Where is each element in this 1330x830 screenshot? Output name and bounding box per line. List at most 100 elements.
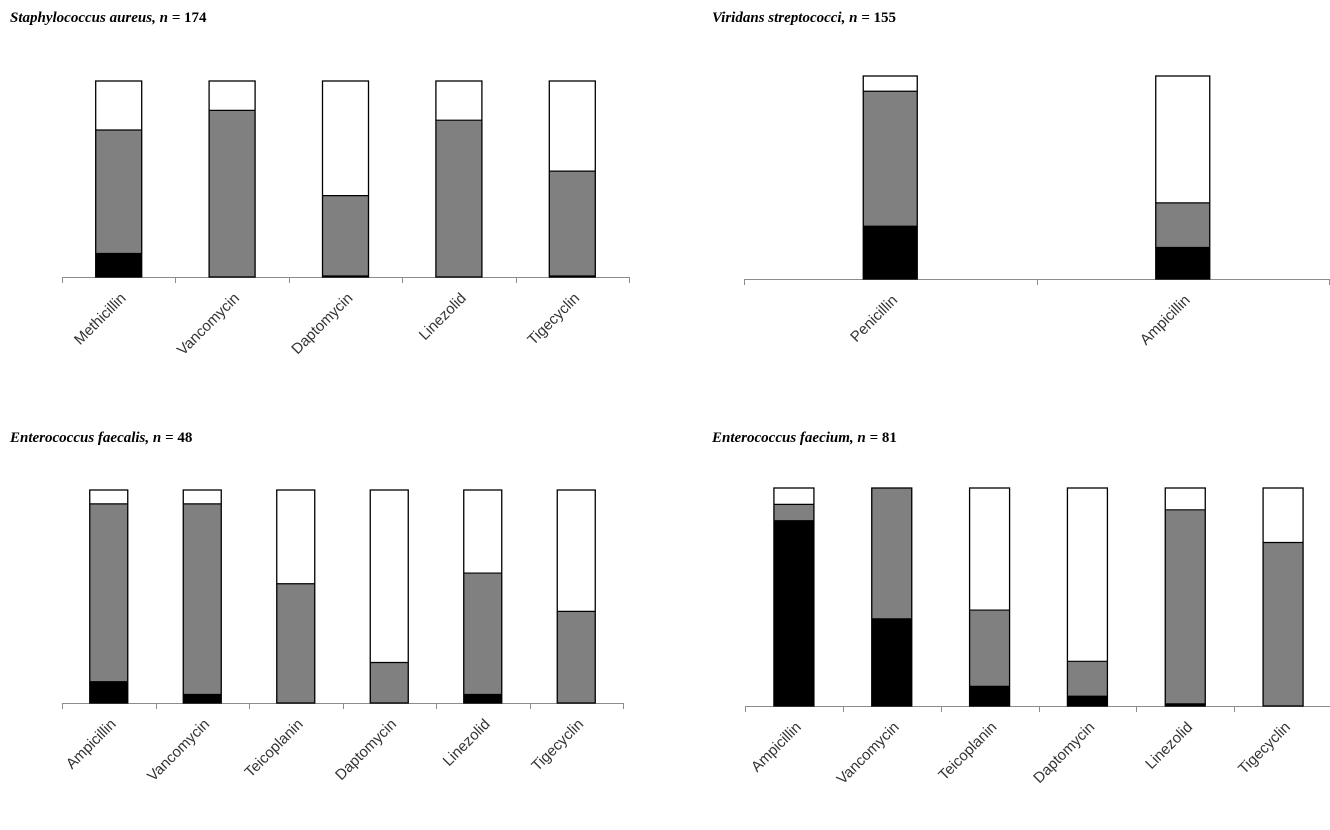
susceptible-segment: [276, 490, 315, 584]
susceptible-segment: [1165, 488, 1206, 510]
intermediate-segment: [773, 504, 814, 521]
susceptible-segment: [557, 490, 596, 612]
chart-title: Enterococcus faecium, n = 81: [712, 430, 897, 446]
bar-vancomycin: [871, 487, 913, 707]
x-tick-label: Tigecyclin: [528, 716, 587, 775]
x-tick-label: Daptomycin: [288, 290, 356, 358]
bar-vancomycin: [208, 80, 256, 278]
intermediate-segment: [549, 171, 596, 277]
susceptible-segment: [863, 76, 918, 92]
bar-outline: [463, 489, 503, 704]
bar-outline: [208, 80, 256, 278]
resistant-segment: [95, 253, 142, 277]
susceptible-segment: [209, 81, 256, 111]
bar-methicillin: [95, 80, 143, 278]
susceptible-segment: [322, 81, 369, 196]
bar-outline: [1262, 487, 1304, 707]
intermediate-segment: [863, 91, 918, 227]
x-tick-label: Ampicillin: [748, 719, 805, 776]
susceptible-segment: [1155, 76, 1210, 203]
intermediate-segment: [322, 195, 369, 277]
resistant-segment: [969, 686, 1010, 706]
x-tick-label: Tigecyclin: [524, 290, 583, 349]
susceptible-segment: [773, 488, 814, 505]
bar-outline: [548, 80, 596, 278]
bar-tigecyclin: [556, 489, 596, 704]
intermediate-segment: [183, 503, 222, 695]
x-tick-label: Daptomycin: [332, 716, 400, 784]
n-symbol: n: [152, 430, 162, 446]
x-tick-label: Teicoplanin: [241, 716, 306, 781]
intermediate-segment: [276, 583, 315, 703]
bar-outline: [1155, 75, 1211, 280]
sample-size: 48: [177, 430, 193, 446]
susceptible-segment: [370, 490, 409, 663]
x-tick-label: Methicillin: [71, 290, 130, 349]
intermediate-segment: [557, 611, 596, 703]
sample-size: 155: [873, 10, 897, 26]
intermediate-segment: [463, 573, 502, 695]
bar-outline: [276, 489, 316, 704]
intermediate-segment: [969, 610, 1010, 687]
susceptible-segment: [1067, 488, 1108, 662]
bar-ampicillin: [1155, 75, 1211, 280]
x-tick-label: Ampicillin: [63, 716, 120, 773]
x-tick-label: Linezolid: [416, 290, 470, 344]
bar-linezolid: [435, 80, 483, 278]
chart-title: Staphylococcus aureus, n = 174: [10, 10, 207, 26]
bar-teicoplanin: [276, 489, 316, 704]
bar-outline: [773, 487, 815, 707]
intermediate-segment: [1165, 509, 1206, 704]
bar-ampicillin: [773, 487, 815, 707]
bar-penicillin: [862, 75, 918, 280]
resistant-segment: [183, 694, 222, 703]
susceptible-segment: [95, 81, 142, 130]
x-tick-label: Teicoplanin: [935, 719, 1000, 784]
x-tick-label: Linezolid: [440, 716, 494, 770]
bar-tigecyclin: [548, 80, 596, 278]
n-symbol: n: [849, 10, 858, 26]
stacked-bar-chart: Ampicillin Vancomycin Teicoplanin Daptomyci…: [745, 487, 1330, 788]
resistant-segment: [463, 694, 502, 703]
resistant-segment: [1155, 247, 1210, 279]
panel-enterococcus-faecium: Enterococcus faecium, n = 81 Ampicillin V…: [712, 430, 1330, 830]
bar-outline: [968, 487, 1011, 707]
bar-vancomycin: [182, 489, 222, 704]
x-tick-label: Daptomycin: [1030, 719, 1098, 787]
x-tick-label: Ampicillin: [1137, 292, 1194, 349]
stacked-bar-chart: Methicillin Vancomycin Daptomycin Linezolid…: [62, 80, 630, 359]
bar-teicoplanin: [968, 487, 1011, 707]
resistant-segment: [863, 226, 918, 279]
chart-title: Viridans streptococci, n = 155: [712, 10, 897, 26]
n-symbol: n: [857, 430, 866, 446]
x-tick-label: Linezolid: [1142, 719, 1196, 773]
x-tick-label: Penicillin: [847, 292, 901, 346]
intermediate-segment: [209, 110, 256, 278]
x-tick-label: Vancomycin: [144, 716, 213, 785]
organism-name: Staphylococcus aureus: [10, 10, 153, 26]
intermediate-segment: [1263, 542, 1304, 706]
stacked-bar-chart: Ampicillin Vancomycin Teicoplanin Daptomyci…: [62, 489, 624, 785]
bar-outline: [89, 489, 129, 704]
susceptible-segment: [183, 490, 222, 504]
resistant-segment: [871, 618, 912, 706]
panel-enterococcus-faecalis: Enterococcus faecalis, n = 48 Ampicillin…: [10, 430, 670, 830]
resistant-segment: [773, 520, 814, 706]
intermediate-segment: [95, 130, 142, 254]
x-tick-label: Tigecyclin: [1235, 719, 1294, 778]
bar-linezolid: [1164, 487, 1206, 707]
bar-outline: [95, 80, 143, 278]
organism-name: Enterococcus faecium: [712, 430, 850, 446]
intermediate-segment: [89, 503, 128, 682]
susceptible-segment: [549, 81, 596, 172]
intermediate-segment: [1155, 202, 1210, 248]
bar-outline: [556, 489, 596, 704]
bar-outline: [435, 80, 483, 278]
intermediate-segment: [435, 120, 482, 277]
resistant-segment: [1067, 696, 1108, 706]
susceptible-segment: [435, 81, 482, 121]
bar-outline: [369, 489, 409, 704]
bar-outline: [321, 80, 370, 278]
intermediate-segment: [370, 662, 409, 703]
bar-tigecyclin: [1262, 487, 1304, 707]
